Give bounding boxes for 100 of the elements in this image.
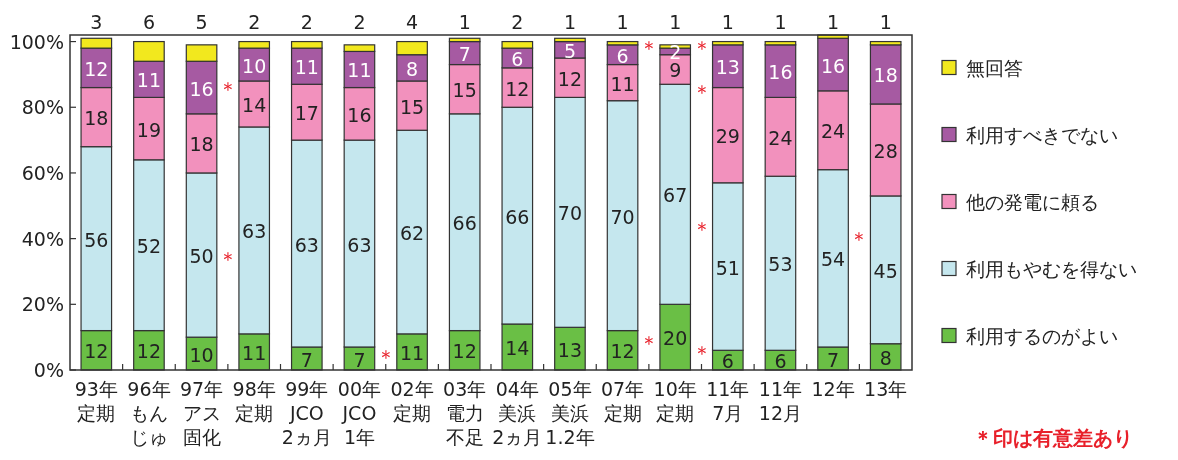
x-tick-label: 00年JCO1年 xyxy=(337,378,382,448)
annotation: ＊ xyxy=(691,341,712,366)
legend-label: 無回答 xyxy=(966,56,1023,79)
data-label: 12 xyxy=(452,340,477,363)
data-label: 11 xyxy=(242,341,267,364)
x-tick-label: 97年アス固化 xyxy=(179,378,224,448)
data-label: 1 xyxy=(879,11,892,33)
data-label: 24 xyxy=(820,120,846,143)
x-tick-label: 96年もんじゅ xyxy=(127,378,171,448)
data-label: 12 xyxy=(84,340,109,363)
x-tick-label: 03年電力不足 xyxy=(443,378,487,448)
data-label: 3 xyxy=(90,11,103,33)
data-label: 16 xyxy=(189,77,214,100)
data-label: 14 xyxy=(242,93,267,116)
data-label: 8 xyxy=(879,346,892,369)
data-label: 12 xyxy=(610,340,635,363)
data-label: 5 xyxy=(195,11,208,33)
annotation: ＊ xyxy=(638,36,659,61)
x-tick-label: 13年 xyxy=(864,378,908,400)
data-label: 70 xyxy=(557,202,583,225)
data-label: 17 xyxy=(294,102,319,125)
data-label: 4 xyxy=(406,11,419,33)
data-label: 19 xyxy=(136,118,162,141)
data-label: 63 xyxy=(347,233,372,256)
data-label: 2 xyxy=(248,11,261,33)
data-label: 7 xyxy=(300,348,313,371)
data-label: 1 xyxy=(721,11,734,33)
x-tick-label: 99年JCO2ヵ月 xyxy=(281,378,332,448)
data-label: 6 xyxy=(721,350,734,373)
y-tick-label: 40% xyxy=(21,227,64,250)
y-tick-label: 100% xyxy=(9,30,64,53)
data-label: 11 xyxy=(136,69,162,92)
y-tick-label: 20% xyxy=(21,293,64,316)
data-label: 66 xyxy=(505,205,530,228)
data-label: 54 xyxy=(820,248,846,271)
x-tick-label: 93年定期 xyxy=(74,378,118,424)
data-label: 18 xyxy=(84,107,109,130)
data-label: 12 xyxy=(84,57,109,80)
data-label: 1 xyxy=(616,11,629,33)
data-label: 15 xyxy=(452,79,477,102)
annotation: ＊ xyxy=(691,36,712,61)
y-tick-label: 80% xyxy=(21,96,64,119)
annotation: ＊ xyxy=(217,247,238,272)
data-label: 66 xyxy=(452,212,477,235)
legend-label: 利用すべきでない xyxy=(966,123,1118,146)
data-label: 67 xyxy=(663,184,688,207)
data-label: 6 xyxy=(774,350,787,373)
data-label: 10 xyxy=(189,343,214,366)
annotation: ＊ xyxy=(638,331,659,356)
data-label: 15 xyxy=(399,95,425,118)
annotation: ＊ xyxy=(375,344,396,369)
data-label: 12 xyxy=(136,340,162,363)
x-tick-label: 04年美浜2ヵ月 xyxy=(492,378,543,448)
data-label: 51 xyxy=(715,256,740,279)
data-label: 13 xyxy=(715,56,740,79)
data-label: 28 xyxy=(873,139,898,162)
data-label: 2 xyxy=(353,11,366,33)
x-tick-label: 07年定期 xyxy=(600,378,645,424)
data-label: 14 xyxy=(505,337,530,360)
data-label: 12 xyxy=(557,67,583,90)
legend-label: 他の発電に頼る xyxy=(966,190,1099,213)
data-label: 7 xyxy=(827,348,840,371)
x-tick-label: 10年定期 xyxy=(653,378,697,424)
data-label: 7 xyxy=(353,348,366,371)
data-label: 16 xyxy=(347,103,372,126)
data-label: 1 xyxy=(669,11,682,33)
annotation: ＊ xyxy=(691,79,712,104)
data-label: 6 xyxy=(511,47,524,70)
data-label: 16 xyxy=(768,61,793,84)
x-tick-label: 02年定期 xyxy=(390,378,434,424)
data-label: 11 xyxy=(399,341,425,364)
data-label: 6 xyxy=(142,11,155,33)
data-label: 12 xyxy=(505,77,530,100)
data-label: 5 xyxy=(563,39,576,62)
data-label: 1 xyxy=(827,11,840,33)
data-label: 18 xyxy=(873,64,898,87)
data-label: 10 xyxy=(242,54,267,77)
x-tick-label: 12年 xyxy=(811,378,855,400)
x-tick-label: 05年美浜1.2年 xyxy=(545,378,595,448)
legend-label: 利用するのがよい xyxy=(966,324,1118,347)
data-label: 11 xyxy=(610,72,635,95)
data-label: 11 xyxy=(294,56,319,79)
data-label: 53 xyxy=(768,253,793,276)
data-label: 8 xyxy=(406,57,419,80)
x-tick-label: 98年定期 xyxy=(232,378,276,424)
data-label: 70 xyxy=(610,205,635,228)
annotation: ＊ xyxy=(691,217,712,242)
data-label: 1 xyxy=(458,11,471,33)
data-label: 29 xyxy=(715,125,740,148)
data-label: 6 xyxy=(616,44,629,67)
data-label: 45 xyxy=(873,259,898,282)
annotation: ＊ xyxy=(217,76,238,101)
data-label: 1 xyxy=(563,11,576,33)
data-label: 52 xyxy=(136,235,162,258)
y-tick-label: 60% xyxy=(21,161,64,184)
data-label: 7 xyxy=(458,43,471,66)
legend-label: 利用もやむを得ない xyxy=(966,257,1137,280)
data-label: 56 xyxy=(84,228,109,251)
data-label: 62 xyxy=(399,222,425,245)
data-label: 20 xyxy=(663,327,688,350)
